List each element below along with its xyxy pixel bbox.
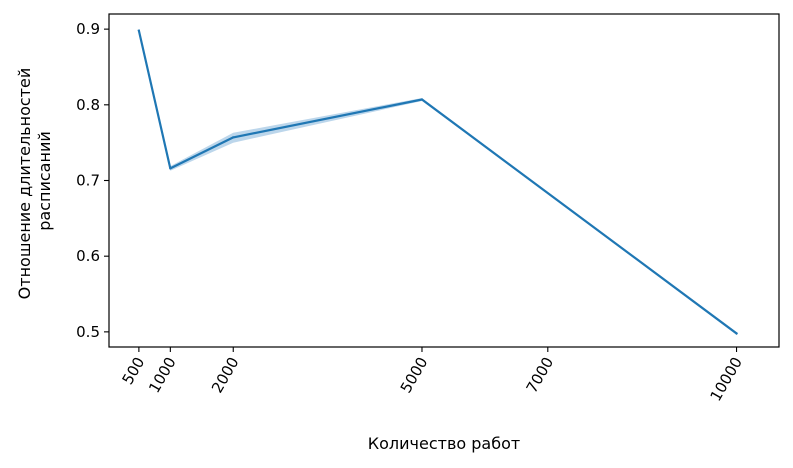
y-tick-label-0: 0.5: [76, 323, 100, 341]
x-axis-label: Количество работ: [368, 434, 520, 453]
y-tick-label-2: 0.7: [76, 172, 100, 190]
series-line-layer: [137, 29, 739, 335]
y-axis-label-line-1: Отношение длительностей: [15, 68, 34, 300]
y-axis-label-line-2: расписаний: [35, 131, 54, 230]
data-point-0-4: [735, 332, 738, 335]
y-axis: 0.5 0.6 0.7 0.8 0.9: [76, 20, 109, 341]
y-axis-label: Отношение длительностей расписаний: [15, 63, 54, 300]
data-point-0-3: [420, 98, 424, 101]
y-tick-label-4: 0.9: [76, 20, 100, 38]
data-point-0-1: [169, 167, 172, 170]
y-tick-label-3: 0.8: [76, 96, 100, 114]
data-point-0-0: [137, 29, 140, 32]
y-tick-label-1: 0.6: [76, 247, 100, 265]
data-point-0-2: [232, 136, 235, 139]
